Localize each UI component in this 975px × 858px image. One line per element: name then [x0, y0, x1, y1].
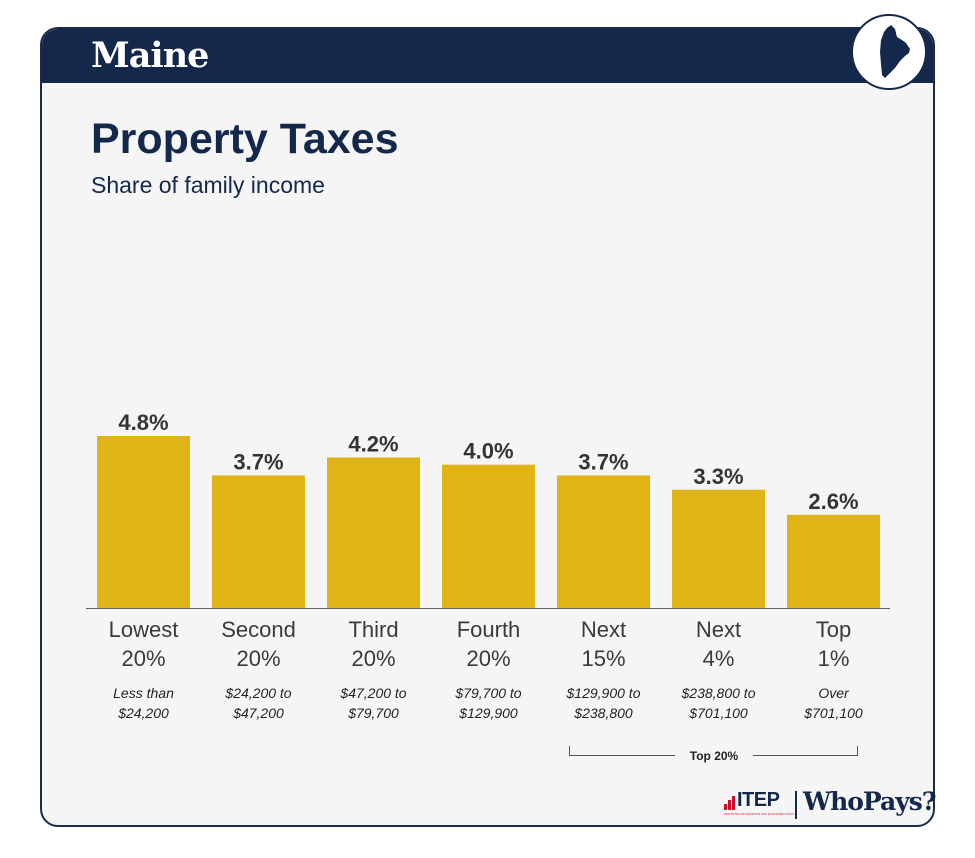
chart-subtitle: Share of family income [91, 172, 325, 198]
bar-value-label-0: 4.8% [118, 410, 168, 435]
category-label-1: Second 20% [204, 615, 314, 673]
category-label-line: Next [580, 617, 627, 642]
itep-tagline: INSTITUTE ON TAXATION AND ECONOMIC POLIC… [724, 812, 797, 816]
bar-value-label-2: 4.2% [348, 432, 398, 457]
category-label-line: Lowest [108, 617, 179, 642]
state-name: Maine [91, 35, 209, 76]
income-range-6: Over $701,100 [774, 683, 894, 723]
income-range-line: Less than [113, 685, 174, 701]
bar-0 [97, 436, 190, 608]
category-label-line: 20% [466, 646, 511, 671]
itep-bars-icon [724, 796, 735, 810]
category-label-3: Fourth 20% [434, 615, 544, 673]
income-range-line: $701,100 [804, 705, 863, 721]
income-range-5: $238,800 to $701,100 [659, 683, 779, 723]
income-range-line: $79,700 [348, 705, 399, 721]
bar-value-label-5: 3.3% [693, 464, 743, 489]
category-label-line: 15% [581, 646, 626, 671]
category-label-5: Next 4% [664, 615, 774, 673]
category-label-0: Lowest 20% [89, 615, 199, 673]
income-range-line: Over [818, 685, 849, 701]
income-range-1: $24,200 to $47,200 [199, 683, 319, 723]
bar-1 [212, 475, 305, 608]
maine-state-outline-icon [851, 14, 927, 90]
bar-4 [557, 475, 650, 608]
category-label-line: 4% [702, 646, 735, 671]
category-label-4: Next 15% [549, 615, 659, 673]
category-label-line: Next [695, 617, 742, 642]
income-range-line: $238,800 [574, 705, 633, 721]
bar-value-label-3: 4.0% [463, 439, 513, 464]
category-label-6: Top 1% [779, 615, 889, 673]
bar-3 [442, 464, 535, 608]
income-range-line: $24,200 [118, 705, 169, 721]
top-20-label: Top 20% [675, 749, 753, 763]
income-range-line: $238,800 to [681, 685, 756, 701]
bar-6 [787, 514, 880, 608]
income-range-line: $47,200 to [340, 685, 407, 701]
category-label-2: Third 20% [319, 615, 429, 673]
income-range-line: $47,200 [233, 705, 284, 721]
whopays-logo: WhoPays? [803, 787, 937, 816]
category-label-line: 20% [351, 646, 396, 671]
category-label-line: 1% [817, 646, 850, 671]
income-range-line: $79,700 to [455, 685, 522, 701]
income-range-line: $129,900 to [566, 685, 641, 701]
category-label-line: Third [348, 617, 399, 642]
maine-map-svg [880, 25, 910, 78]
chart-card: Maine Property Taxes Share of family inc… [40, 27, 935, 827]
category-label-line: Fourth [456, 617, 521, 642]
chart-title: Property Taxes [91, 115, 399, 163]
itep-wordmark: ITEP [737, 789, 780, 811]
bar-value-label-4: 3.7% [578, 449, 628, 474]
income-range-2: $47,200 to $79,700 [314, 683, 434, 723]
bar-value-label-1: 3.7% [233, 449, 283, 474]
bar-value-label-6: 2.6% [808, 489, 858, 514]
itep-logo: ITEP INSTITUTE ON TAXATION AND ECONOMIC … [724, 789, 796, 816]
category-label-line: 20% [236, 646, 281, 671]
category-label-line: Second [221, 617, 296, 642]
category-label-line: 20% [121, 646, 166, 671]
bar-2 [327, 457, 420, 608]
income-range-4: $129,900 to $238,800 [544, 683, 664, 723]
income-range-0: Less than $24,200 [84, 683, 204, 723]
header-bar: Maine [42, 29, 933, 83]
income-range-line: $24,200 to [225, 685, 292, 701]
category-label-line: Top [815, 617, 852, 642]
income-range-line: $129,900 [459, 705, 518, 721]
income-range-3: $79,700 to $129,900 [429, 683, 549, 723]
bar-5 [672, 489, 765, 608]
logo-separator [795, 791, 797, 819]
income-range-line: $701,100 [689, 705, 748, 721]
